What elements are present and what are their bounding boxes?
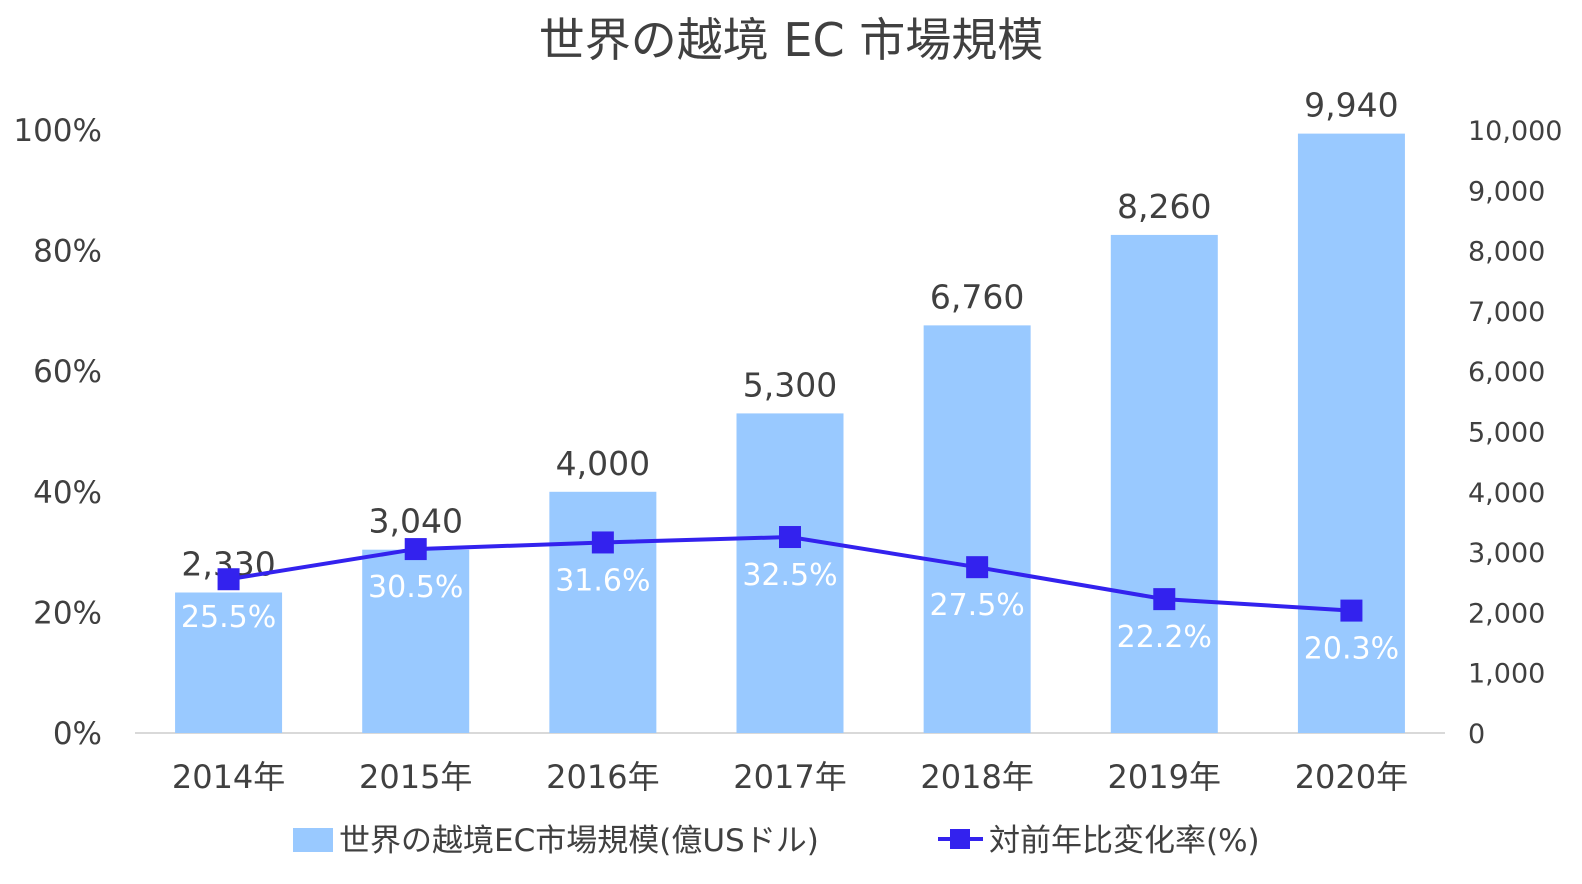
legend-line-label: 対前年比変化率(%) <box>989 823 1260 859</box>
bar-data-label: 5,300 <box>743 365 837 404</box>
line-marker <box>591 531 614 554</box>
line-marker <box>966 556 989 579</box>
category-label: 2019年 <box>1108 758 1221 796</box>
line-data-label: 31.6% <box>555 563 650 598</box>
line-series <box>217 526 1363 622</box>
bar <box>549 491 657 733</box>
bar-data-label: 4,000 <box>556 444 650 483</box>
chart-title: 世界の越境 EC 市場規模 <box>539 13 1043 67</box>
right-tick-label: 10,000 <box>1468 116 1562 147</box>
category-label: 2015年 <box>359 758 472 796</box>
right-tick-label: 3,000 <box>1468 538 1545 569</box>
bar <box>923 325 1031 733</box>
left-tick-label: 0% <box>53 716 102 752</box>
line-marker <box>1153 588 1176 611</box>
category-label: 2020年 <box>1295 758 1408 796</box>
bar <box>362 549 470 733</box>
bar <box>1297 133 1405 734</box>
left-tick-label: 80% <box>33 234 102 270</box>
bar <box>1110 234 1218 733</box>
right-tick-label: 9,000 <box>1468 176 1545 207</box>
category-label: 2016年 <box>546 758 659 796</box>
bar-series <box>175 133 1405 734</box>
right-tick-label: 5,000 <box>1468 418 1545 449</box>
bar-data-label: 3,040 <box>368 502 462 541</box>
legend: 世界の越境EC市場規模(億USドル) 対前年比変化率(%) <box>293 823 1260 859</box>
left-tick-label: 60% <box>33 354 102 390</box>
line-marker <box>1340 599 1363 622</box>
left-tick-label: 100% <box>13 113 102 149</box>
right-tick-label: 6,000 <box>1468 357 1545 388</box>
right-tick-label: 1,000 <box>1468 659 1545 690</box>
bar-data-label: 9,940 <box>1304 86 1398 125</box>
bar-data-label: 6,760 <box>930 277 1024 316</box>
bar-data-label: 8,260 <box>1117 187 1211 226</box>
line-data-label: 27.5% <box>929 588 1024 623</box>
line-data-label: 22.2% <box>1117 620 1212 655</box>
line-marker <box>217 568 240 591</box>
line-marker <box>404 538 427 561</box>
left-tick-label: 40% <box>33 475 102 511</box>
category-label: 2018年 <box>920 758 1033 796</box>
category-label: 2017年 <box>733 758 846 796</box>
legend-line-marker <box>950 829 970 849</box>
category-label: 2014年 <box>172 758 285 796</box>
bar <box>175 592 283 733</box>
line-data-label: 32.5% <box>742 558 837 593</box>
line-data-labels: 25.5% 30.5% 31.6% 32.5% 27.5% 22.2% 20.3% <box>181 558 1399 667</box>
left-axis: 0% 20% 40% 60% 80% 100% <box>13 113 102 752</box>
bar <box>736 413 844 733</box>
line-data-label: 25.5% <box>181 600 276 635</box>
right-tick-label: 8,000 <box>1468 237 1545 268</box>
right-axis: 0 1,000 2,000 3,000 4,000 5,000 6,000 7,000 8,00… <box>1468 116 1562 750</box>
line-data-label: 30.5% <box>368 570 463 605</box>
line-data-label: 20.3% <box>1304 632 1399 667</box>
left-tick-label: 20% <box>33 595 102 631</box>
legend-bar-label: 世界の越境EC市場規模(億USドル) <box>339 823 819 859</box>
right-tick-label: 2,000 <box>1468 598 1545 629</box>
right-tick-label: 7,000 <box>1468 297 1545 328</box>
right-tick-label: 4,000 <box>1468 478 1545 509</box>
line-marker <box>779 526 801 549</box>
category-axis: 2014年 2015年 2016年 2017年 2018年 2019年 2020年 <box>172 758 1408 796</box>
legend-bar-swatch <box>293 828 333 852</box>
right-tick-label: 0 <box>1468 719 1485 750</box>
